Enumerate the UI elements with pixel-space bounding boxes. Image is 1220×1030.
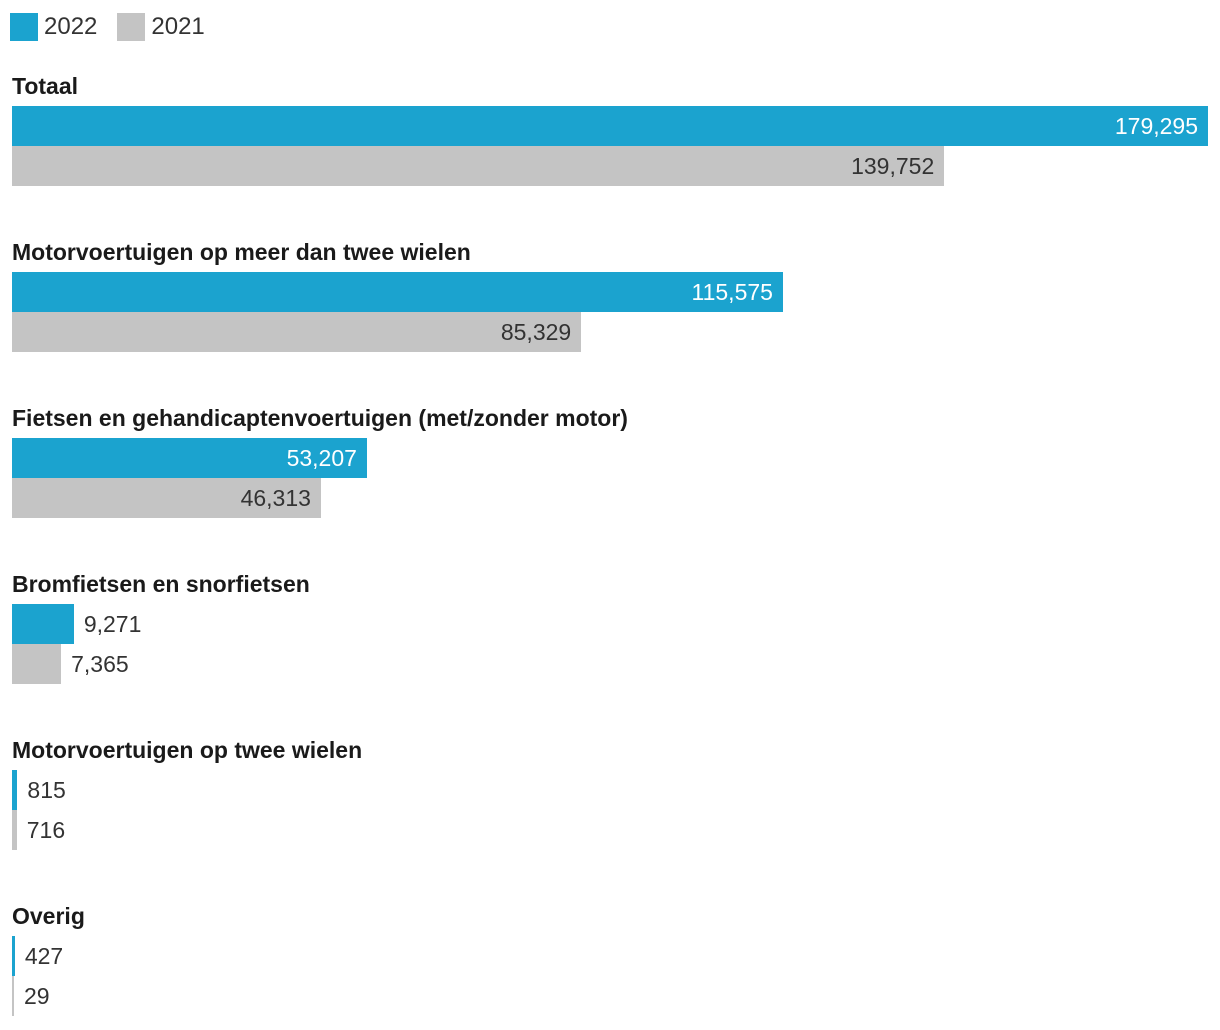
legend-swatch-2021 (117, 13, 146, 41)
data-label-2022: 53,207 (286, 445, 357, 471)
data-label-2022: 179,295 (1114, 113, 1198, 139)
bar-2022 (12, 604, 74, 644)
bar-2021 (12, 976, 14, 1016)
data-label-2022: 115,575 (691, 279, 773, 305)
legend-label-2022: 2022 (44, 13, 98, 40)
bar-2021 (12, 810, 17, 850)
bar-2021 (12, 146, 945, 186)
category-group: Fietsen en gehandicaptenvoertuigen (met/… (12, 398, 1212, 518)
bar-chart: Totaal 179,295 139,752 Motorvoertuigen op m… (12, 0, 1212, 1030)
category-group: Bromfietsen en snorfietsen 9,271 7,365 (12, 564, 1212, 684)
data-label-2021: 7,365 (71, 651, 129, 677)
data-label-2021: 716 (26, 817, 66, 843)
data-label-2021: 46,313 (240, 485, 311, 511)
category-label: Bromfietsen en snorfietsen (12, 571, 310, 597)
data-label-2021: 85,329 (500, 319, 572, 345)
category-group: Totaal 179,295 139,752 (12, 66, 1212, 186)
bar-2022 (12, 936, 15, 976)
bar-2022 (12, 770, 18, 810)
bar-2021 (12, 478, 321, 518)
legend-label-2021: 2021 (151, 13, 205, 40)
legend: 2022 2021 (10, 12, 225, 42)
bar-2021 (12, 312, 582, 352)
category-label: Totaal (12, 73, 79, 99)
legend-swatch-2022 (10, 13, 38, 41)
category-label: Motorvoertuigen op twee wielen (12, 737, 363, 763)
category-label: Motorvoertuigen op meer dan twee wielen (12, 239, 471, 265)
data-label-2022: 815 (27, 777, 66, 803)
bar-2022 (12, 438, 367, 478)
category-label: Fietsen en gehandicaptenvoertuigen (met/… (12, 405, 628, 431)
category-group: Motorvoertuigen op meer dan twee wielen 1… (12, 232, 1212, 352)
data-label-2022: 9,271 (83, 611, 142, 637)
data-label-2022: 427 (24, 943, 64, 969)
data-label-2021: 29 (24, 983, 50, 1009)
legend-item-2021: 2021 (117, 13, 205, 41)
legend-item-2022: 2022 (10, 13, 97, 41)
category-group: Overig 427 29 (12, 896, 1212, 1016)
bar-2022 (12, 106, 1208, 146)
category-label: Overig (12, 903, 85, 929)
bar-2021 (12, 644, 62, 684)
category-group: Motorvoertuigen op twee wielen 815 716 (12, 730, 1212, 850)
data-label-2021: 139,752 (851, 153, 935, 179)
bar-2022 (12, 272, 783, 312)
